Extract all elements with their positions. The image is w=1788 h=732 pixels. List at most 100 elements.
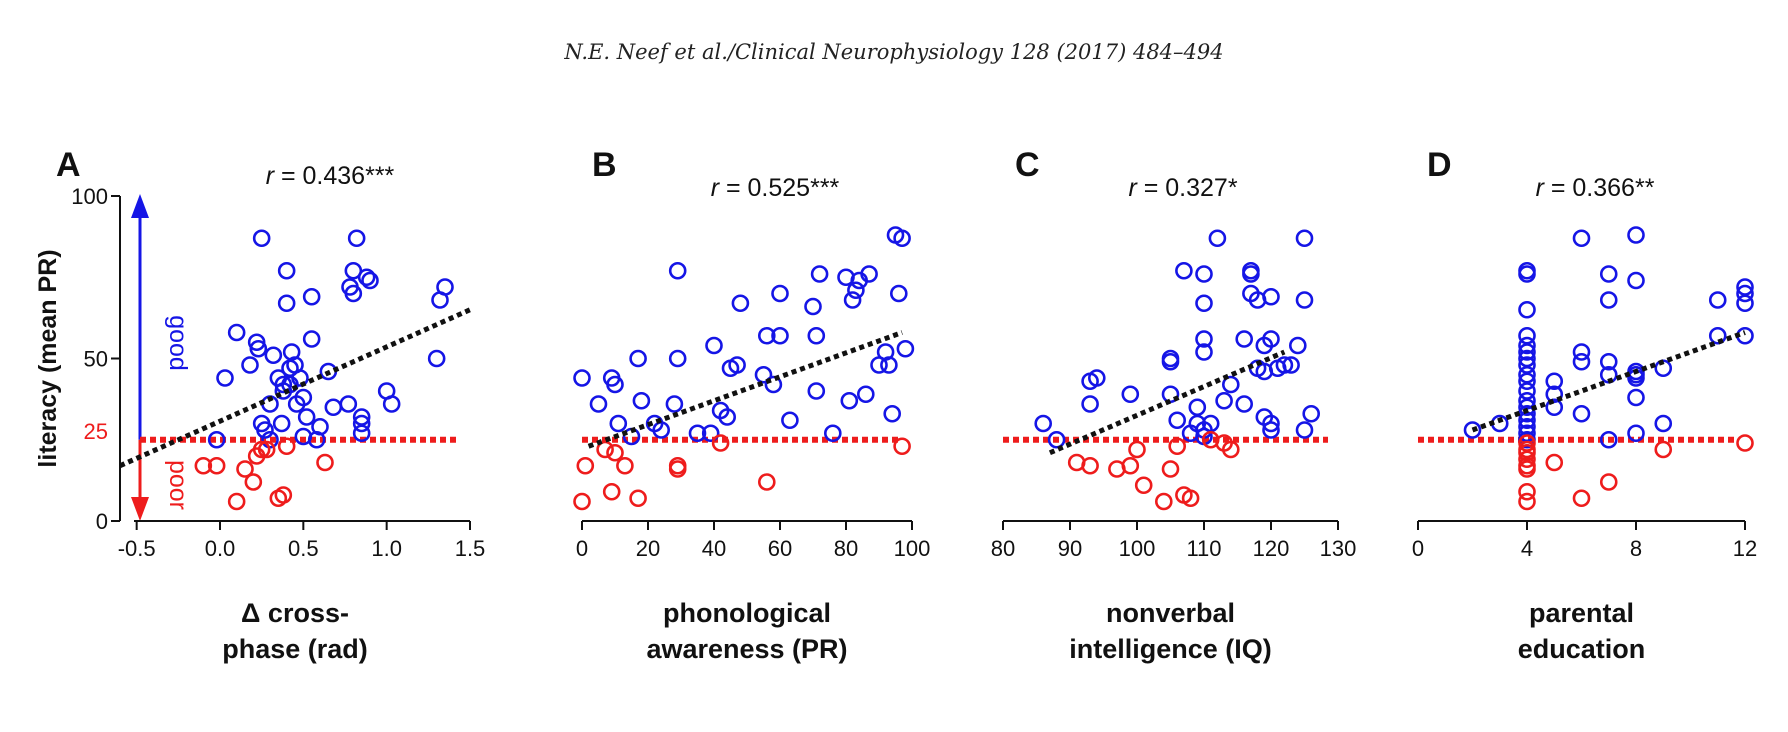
good-point bbox=[277, 261, 296, 280]
good-point bbox=[1195, 265, 1213, 283]
good-point bbox=[1572, 352, 1591, 371]
good-point bbox=[629, 349, 647, 368]
good-point bbox=[274, 375, 293, 394]
poor-point bbox=[277, 437, 296, 456]
good-point bbox=[241, 356, 259, 374]
poor-point bbox=[274, 486, 293, 504]
good-point bbox=[1654, 414, 1673, 433]
x-tick-label: 0.5 bbox=[288, 536, 319, 561]
good-point bbox=[436, 278, 454, 296]
good-point bbox=[297, 408, 316, 426]
poor-point bbox=[1572, 489, 1591, 508]
good-point bbox=[840, 391, 859, 410]
good-point bbox=[1081, 395, 1099, 413]
good-point bbox=[1599, 291, 1618, 309]
good-point bbox=[1518, 349, 1536, 368]
x-tick-label: 12 bbox=[1733, 536, 1757, 561]
x-tick-label: 130 bbox=[1320, 536, 1357, 561]
good-point bbox=[1545, 398, 1564, 417]
good-point bbox=[1599, 352, 1618, 371]
x-tick-label: 0 bbox=[576, 536, 588, 561]
x-axis-label-line: phonological bbox=[663, 598, 831, 628]
good-point bbox=[1161, 352, 1180, 371]
page-header: N.E. Neef et al./Clinical Neurophysiolog… bbox=[564, 40, 1224, 64]
good-point bbox=[302, 287, 321, 306]
good-point bbox=[1208, 229, 1227, 248]
good-point bbox=[1545, 372, 1564, 391]
correlation-value: = 0.436*** bbox=[274, 162, 395, 190]
good-point bbox=[1088, 369, 1106, 387]
good-point bbox=[227, 323, 246, 342]
correlation-label: r = 0.436*** bbox=[266, 162, 395, 190]
poor-point bbox=[257, 440, 276, 459]
x-tick-label: 40 bbox=[702, 536, 726, 561]
good-point bbox=[347, 229, 366, 248]
y-axis-label: literacy (mean PR) bbox=[34, 249, 62, 467]
good-point bbox=[896, 339, 915, 358]
poor-arrow-head bbox=[131, 497, 149, 521]
good-point bbox=[728, 356, 746, 374]
good-point bbox=[771, 284, 789, 303]
x-axis-label-line: awareness (PR) bbox=[646, 634, 847, 664]
good-point bbox=[1195, 330, 1213, 348]
correlation-label: r = 0.525*** bbox=[711, 174, 840, 202]
poor-point bbox=[1168, 437, 1186, 456]
panel-letter: B bbox=[592, 146, 617, 184]
good-point bbox=[764, 375, 783, 394]
poor-point bbox=[1128, 440, 1146, 459]
good-point bbox=[781, 411, 799, 430]
x-tick-label: 100 bbox=[894, 536, 931, 561]
good-point bbox=[893, 229, 911, 248]
x-tick-label: 1.5 bbox=[455, 536, 486, 561]
x-tick-label: 4 bbox=[1521, 536, 1533, 561]
good-point bbox=[1262, 414, 1280, 433]
poor-point bbox=[1222, 440, 1240, 459]
ref-value-label: 25 bbox=[84, 419, 108, 444]
good-point bbox=[1242, 261, 1260, 280]
good-label: good bbox=[164, 315, 192, 371]
good-point bbox=[1463, 421, 1482, 439]
x-axis-label-line: education bbox=[1518, 634, 1646, 664]
good-point bbox=[731, 294, 750, 313]
good-point bbox=[1295, 421, 1314, 439]
good-point bbox=[883, 404, 902, 423]
x-tick-label: 110 bbox=[1186, 536, 1221, 561]
y-tick-label: 50 bbox=[84, 347, 108, 372]
panel-d: Dr = 0.366** 0 4 8 12 parental education bbox=[1412, 146, 1757, 664]
x-tick-label: 0.0 bbox=[205, 536, 236, 561]
good-point bbox=[804, 297, 822, 316]
good-point bbox=[311, 417, 329, 436]
good-point bbox=[382, 395, 401, 413]
poor-point bbox=[1545, 453, 1564, 472]
good-point bbox=[701, 424, 720, 443]
good-point bbox=[1518, 336, 1536, 355]
poor-point bbox=[596, 440, 614, 459]
good-point bbox=[1222, 375, 1240, 394]
header-journal: Clinical Neurophysiology 128 (2017) 484–… bbox=[734, 40, 1224, 64]
x-tick-label: 60 bbox=[768, 536, 792, 561]
panel-letter: A bbox=[56, 146, 81, 184]
good-point bbox=[810, 265, 829, 283]
good-point bbox=[1572, 229, 1591, 248]
good-point bbox=[1188, 398, 1207, 417]
good-point bbox=[1627, 362, 1645, 381]
good-point bbox=[1047, 430, 1066, 449]
good-point bbox=[718, 408, 737, 426]
poor-point bbox=[236, 460, 254, 478]
panel-letter: C bbox=[1015, 146, 1040, 184]
good-point bbox=[1518, 300, 1536, 319]
poor-point bbox=[227, 492, 246, 511]
good-point bbox=[1195, 343, 1213, 361]
fit-line bbox=[1471, 330, 1746, 433]
good-point bbox=[357, 268, 376, 287]
good-point bbox=[880, 356, 898, 374]
x-axis-label-line: Δ cross- bbox=[241, 598, 349, 628]
good-point bbox=[807, 326, 826, 345]
header-authors: N.E. Neef et al. bbox=[564, 40, 728, 64]
good-point bbox=[1289, 336, 1307, 355]
good-point bbox=[1518, 326, 1536, 345]
good-point bbox=[668, 261, 687, 280]
x-axis-label-line: intelligence (IQ) bbox=[1069, 634, 1272, 664]
poor-point bbox=[576, 456, 595, 475]
